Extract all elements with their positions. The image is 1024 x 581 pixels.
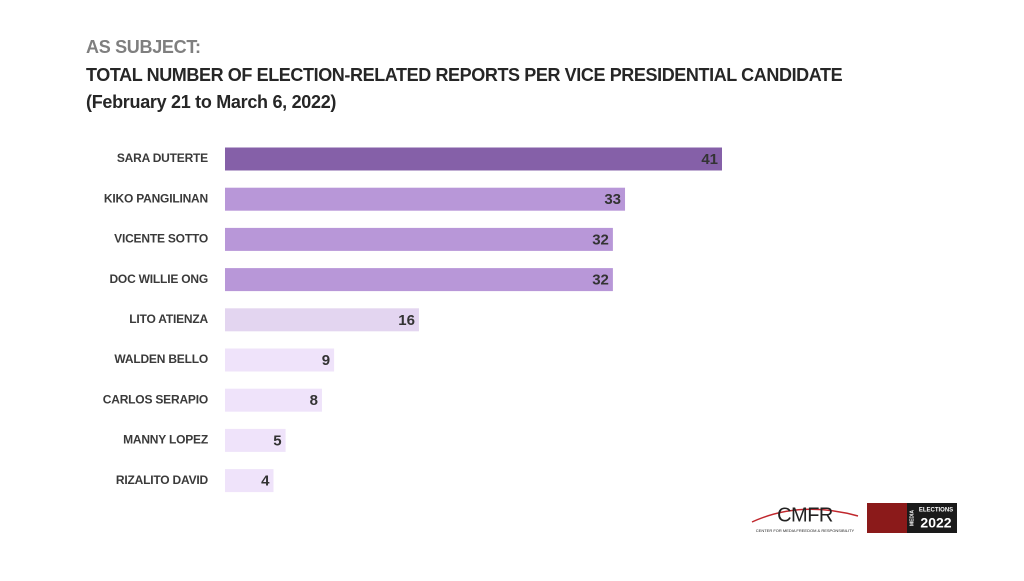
value-label: 32 (592, 231, 609, 248)
value-label: 16 (398, 312, 415, 329)
category-label: CARLOS SERAPIO (103, 392, 208, 406)
cmfr-logo: CMFR CENTER FOR MEDIA FREEDOM & RESPONSI… (751, 504, 859, 533)
bar (225, 388, 322, 412)
category-label: WALDEN BELLO (114, 352, 208, 366)
logo-swoosh (751, 508, 859, 523)
value-label: 33 (604, 191, 621, 208)
category-label: LITO ATIENZA (129, 312, 208, 326)
logo-media: MEDIA (909, 510, 915, 527)
category-label: DOC WILLIE ONG (109, 272, 208, 286)
bar (225, 308, 419, 332)
logo-text: CMFR (777, 504, 833, 526)
value-label: 9 (322, 352, 330, 369)
chart-subtitle: (February 21 to March 6, 2022) (86, 92, 336, 112)
logo-accent (867, 503, 907, 533)
logo-year: 2022 (920, 515, 951, 531)
bar (225, 187, 626, 211)
value-label: 41 (701, 151, 718, 168)
chart-title: TOTAL NUMBER OF ELECTION-RELATED REPORTS… (86, 65, 843, 85)
category-label: VICENTE SOTTO (114, 232, 208, 246)
value-label: 5 (273, 432, 281, 449)
category-label: MANNY LOPEZ (123, 433, 208, 447)
category-label: RIZALITO DAVID (116, 473, 209, 487)
kicker: AS SUBJECT: (86, 37, 201, 57)
value-label: 32 (592, 272, 609, 289)
bar (225, 268, 613, 292)
logo-subtext: CENTER FOR MEDIA FREEDOM & RESPONSIBILIT… (756, 528, 855, 533)
category-label: KIKO PANGILINAN (104, 191, 208, 205)
value-label: 4 (261, 473, 270, 490)
bar (225, 428, 286, 452)
category-label: SARA DUTERTE (117, 151, 208, 165)
bar (225, 227, 613, 251)
elections-logo: MEDIA ELECTIONS 2022 (867, 503, 957, 533)
bar (225, 469, 274, 493)
bar (225, 147, 722, 171)
bar (225, 348, 335, 372)
logo-elections: ELECTIONS (919, 508, 953, 514)
value-label: 8 (310, 392, 318, 409)
